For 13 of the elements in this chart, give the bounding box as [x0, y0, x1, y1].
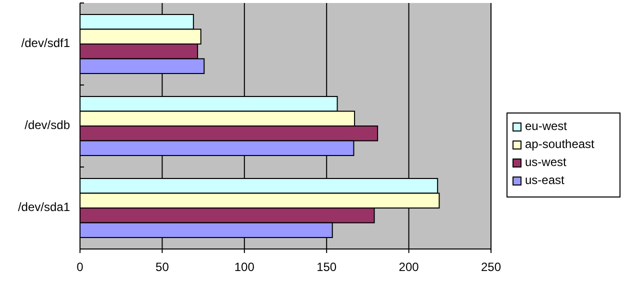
legend-label: ap-southeast — [525, 137, 596, 152]
y-tick-label: /dev/sdf1 — [21, 36, 70, 50]
x-tick-label: 50 — [156, 260, 170, 274]
x-tick-label: 0 — [76, 260, 84, 274]
legend-label: eu-west — [525, 119, 568, 134]
x-tick-label: 100 — [234, 260, 255, 274]
x-tick-label: 150 — [316, 260, 337, 274]
y-tick-label: /dev/sda1 — [18, 200, 70, 214]
legend-label: us-west — [525, 155, 568, 170]
legend-label: us-east — [525, 173, 566, 188]
x-tick-label: 250 — [480, 260, 502, 274]
y-tick-label: /dev/sdb — [24, 118, 70, 132]
x-tick-label: 200 — [398, 260, 420, 274]
